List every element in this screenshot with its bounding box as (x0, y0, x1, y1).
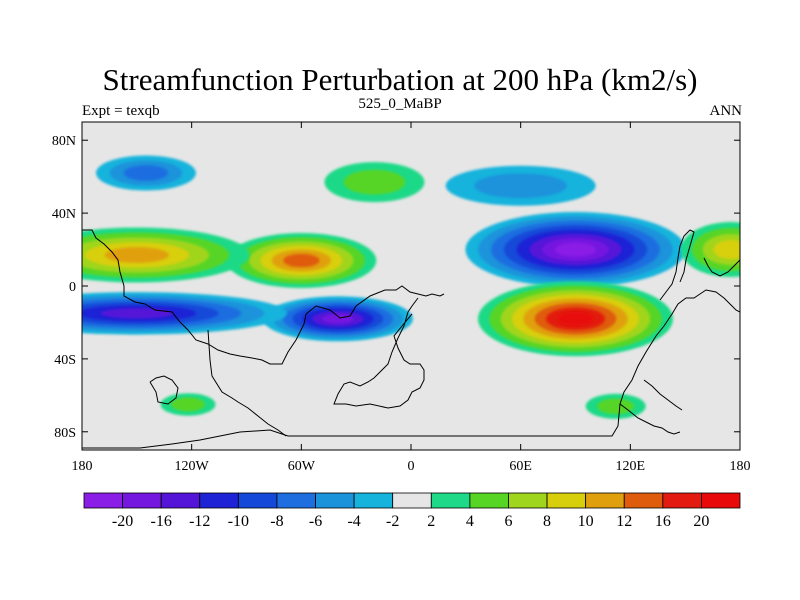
contour-band (171, 397, 205, 412)
contour-band (597, 398, 635, 414)
period-label: 525_0_MaBP (358, 96, 442, 112)
contour-feature (478, 281, 673, 357)
contour-feature (226, 232, 377, 288)
contour-feature (95, 155, 196, 191)
contour-band (100, 308, 174, 319)
contour-band (322, 314, 354, 324)
x-tick-label: 180 (730, 459, 751, 474)
colorbar-swatch (199, 492, 239, 509)
contour-feature (160, 393, 216, 416)
y-tick-label: 40N (52, 207, 76, 222)
colorbar-swatch (237, 492, 278, 509)
contour-feature (445, 165, 596, 206)
colorbar-swatch (701, 492, 741, 509)
colorbar-label: -6 (309, 513, 322, 530)
x-tick-label: 60E (509, 459, 532, 474)
colorbar-swatch (276, 492, 316, 509)
colorbar-label: -10 (228, 513, 249, 530)
coast-antarctica (82, 289, 740, 449)
contour-band (555, 242, 596, 257)
colorbar-label: 8 (543, 513, 551, 530)
colorbar-swatch (508, 492, 548, 509)
y-tick-label: 40S (54, 353, 76, 368)
colorbar-label: 12 (616, 513, 632, 530)
contour-band (557, 311, 594, 326)
contour-band (104, 247, 169, 263)
x-tick-label: 120W (175, 459, 210, 474)
colorbar-swatch (160, 492, 201, 509)
contour-feature (585, 393, 646, 419)
coast-south-america-south (207, 329, 287, 437)
colorbar-label: -16 (151, 513, 172, 530)
contour-feature (324, 162, 425, 203)
map-title: Streamfunction Perturbation at 200 hPa (… (102, 62, 698, 97)
coastlines (82, 229, 740, 449)
x-tick-label: 120E (616, 459, 646, 474)
colorbar-swatch (662, 492, 702, 509)
colorbar-label: 16 (655, 513, 671, 530)
season-label: ANN (709, 103, 743, 119)
colorbar-label: -8 (270, 513, 283, 530)
colorbar-swatch (315, 492, 355, 509)
colorbar-label: -2 (386, 513, 399, 530)
y-tick-label: 80S (54, 426, 76, 441)
y-axis: 80N 40N 0 40S 80S (52, 134, 740, 441)
coast-islands-west (149, 375, 179, 405)
colorbar-swatch (623, 492, 664, 509)
colorbar-swatch (392, 492, 432, 509)
x-tick-label: 180 (72, 459, 93, 474)
colorbar-swatch (83, 492, 123, 509)
x-tick-label: 60W (288, 459, 316, 474)
contour-feature (262, 296, 413, 342)
coast-arabia (643, 379, 683, 411)
coast-africa (333, 297, 425, 409)
colorbar-label: -12 (189, 513, 210, 530)
colorbar-label: 10 (578, 513, 594, 530)
contour-feature (82, 292, 287, 335)
colorbar-label: 2 (427, 513, 435, 530)
contour-band (123, 165, 169, 181)
colorbar-swatch (546, 492, 587, 509)
x-axis: 180 120W 60W 0 60E 120E 180 (72, 122, 751, 474)
contour-feature (680, 222, 740, 278)
contour-band (474, 173, 567, 199)
colorbar-label: -20 (112, 513, 133, 530)
contour-band (713, 239, 740, 260)
y-tick-label: 80N (52, 134, 76, 149)
contour-band (283, 253, 320, 268)
colorbar-swatch (353, 492, 394, 509)
x-tick-label: 0 (408, 459, 415, 474)
colorbar-swatch (122, 492, 162, 509)
contour-band (343, 169, 406, 195)
colorbar-swatch (430, 492, 471, 509)
colorbar-label: 20 (693, 513, 709, 530)
experiment-label: Expt = texqb (82, 103, 160, 119)
coast-americas (82, 229, 445, 365)
colorbar-label: 6 (504, 513, 512, 530)
colorbar-swatch (469, 492, 509, 509)
colorbar: -20 -16 -12 -10 -8 -6 -4 -2 2 4 6 8 10 12 16 20 (83, 492, 741, 530)
coast-pacific (703, 257, 740, 277)
colorbar-label: 4 (466, 513, 474, 530)
colorbar-swatch (585, 492, 625, 509)
contour-feature (465, 212, 686, 288)
coast-east-asia (659, 229, 695, 301)
colorbar-label: -4 (347, 513, 360, 530)
coast-asia (619, 403, 681, 435)
y-tick-label: 0 (69, 280, 76, 295)
contour-feature (82, 227, 250, 283)
